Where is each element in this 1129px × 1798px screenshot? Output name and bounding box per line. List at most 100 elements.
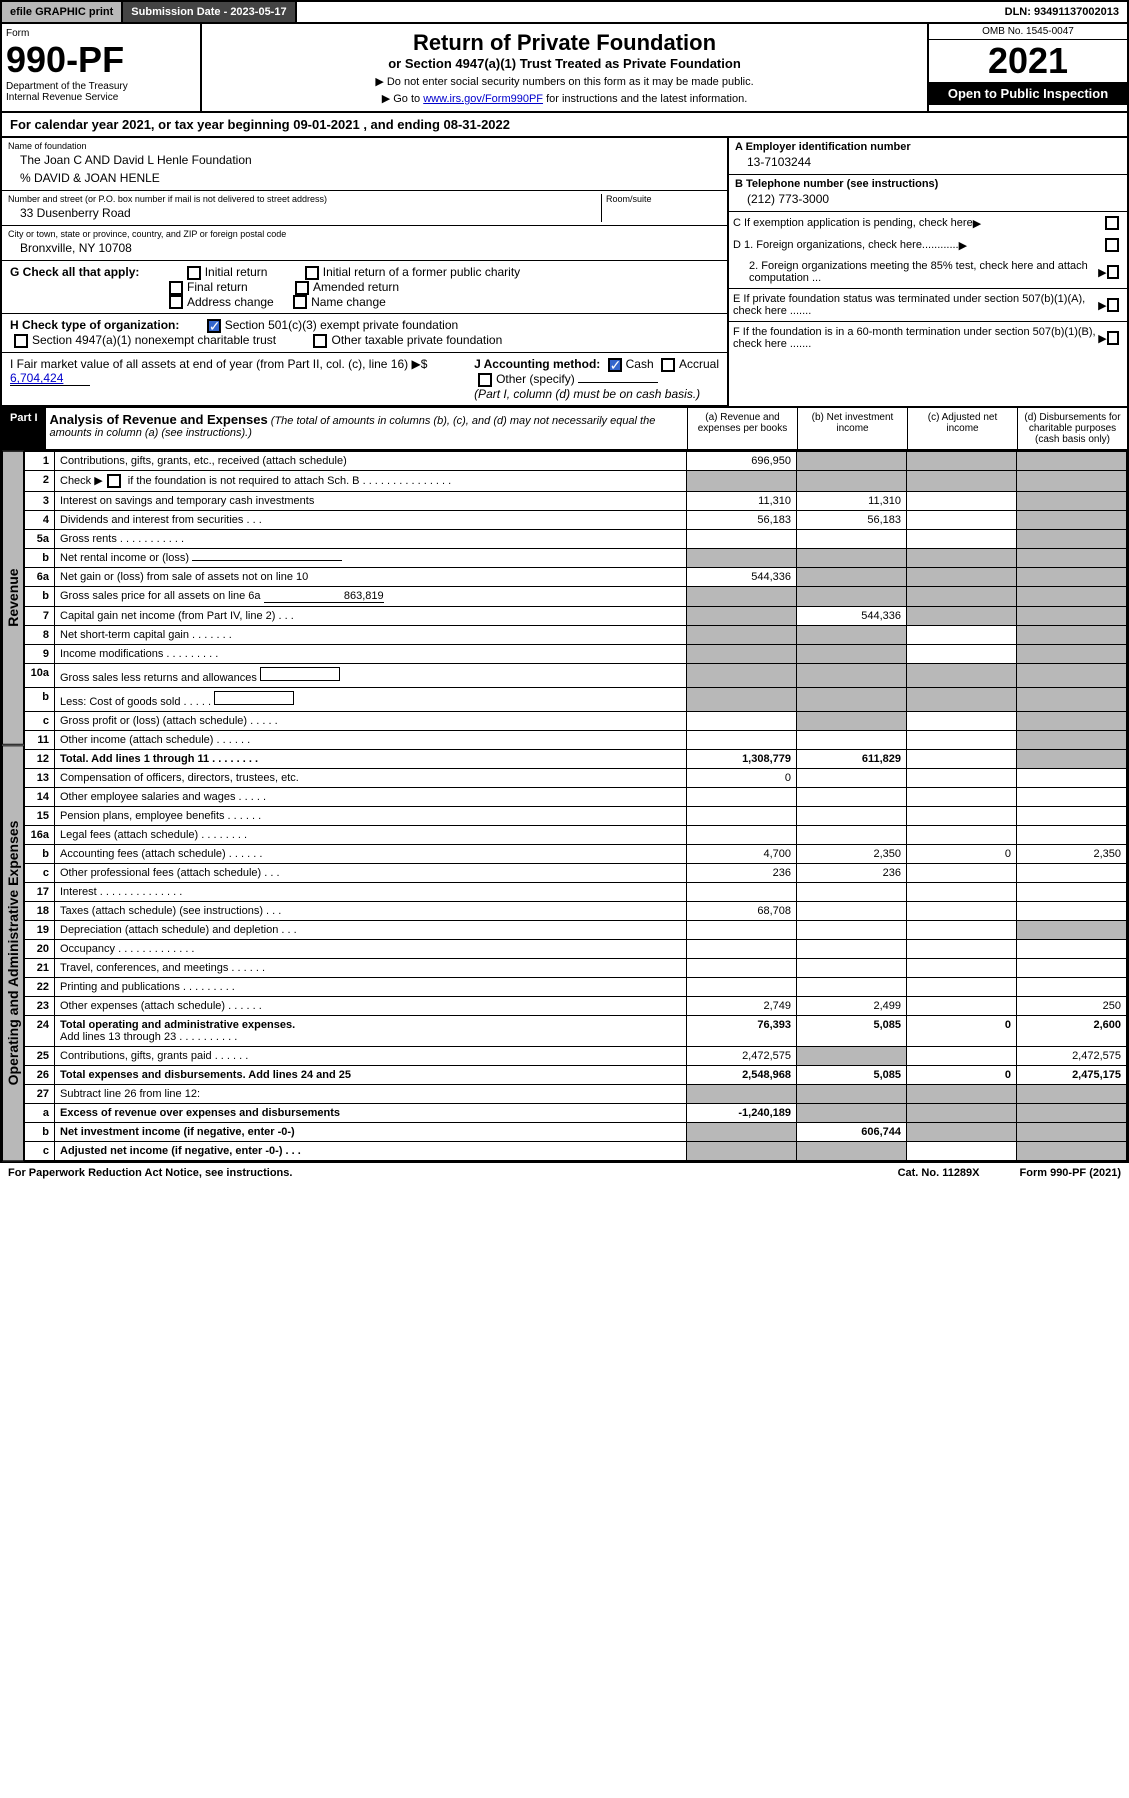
revenue-label: Revenue [2,451,24,745]
col-c-head: (c) Adjusted net income [907,408,1017,449]
part1-header: Part I Analysis of Revenue and Expenses … [0,406,1129,451]
checkbox-d1[interactable] [1105,238,1119,252]
footer-right: Form 990-PF (2021) [1020,1167,1121,1179]
checkbox-4947[interactable] [14,334,28,348]
care-of: % DAVID & JOAN HENLE [8,169,721,187]
form-title: Return of Private Foundation [208,30,921,56]
form-header: Form 990-PF Department of the Treasury I… [0,24,1129,113]
ij-section: I Fair market value of all assets at end… [2,353,727,406]
irs-link[interactable]: www.irs.gov/Form990PF [423,93,543,105]
dln: DLN: 93491137002013 [997,2,1127,22]
room-label: Room/suite [606,194,721,204]
table-row: 12Total. Add lines 1 through 11 . . . . … [25,749,1127,768]
checkbox-c[interactable] [1105,216,1119,230]
table-row: 1Contributions, gifts, grants, etc., rec… [25,451,1127,470]
table-row: 7Capital gain net income (from Part IV, … [25,606,1127,625]
name-label: Name of foundation [8,141,721,151]
table-row: 8Net short-term capital gain . . . . . .… [25,625,1127,644]
table-row: 19Depreciation (attach schedule) and dep… [25,920,1127,939]
submission-date: Submission Date - 2023-05-17 [123,2,296,22]
expenses-label: Operating and Administrative Expenses [2,745,24,1161]
table-row: 4Dividends and interest from securities … [25,510,1127,529]
checkbox-initial[interactable] [187,266,201,280]
table-row: 14Other employee salaries and wages . . … [25,787,1127,806]
table-row: 5aGross rents . . . . . . . . . . . [25,529,1127,548]
table-row: 10aGross sales less returns and allowanc… [25,663,1127,687]
table-row: bLess: Cost of goods sold . . . . . [25,687,1127,711]
data-table: 1Contributions, gifts, grants, etc., rec… [24,451,1127,1161]
table-row: 2Check ▶ if the foundation is not requir… [25,470,1127,491]
address: 33 Dusenberry Road [8,204,601,222]
table-row: bNet investment income (if negative, ent… [25,1122,1127,1141]
table-row: 3Interest on savings and temporary cash … [25,491,1127,510]
footer-left: For Paperwork Reduction Act Notice, see … [8,1167,292,1179]
part1-label: Part I [2,408,46,449]
table-row: cOther professional fees (attach schedul… [25,863,1127,882]
checkbox-amended[interactable] [295,281,309,295]
form-number: 990-PF [6,39,196,81]
table-row: 21Travel, conferences, and meetings . . … [25,958,1127,977]
phone-label: B Telephone number (see instructions) [735,178,1121,190]
footer-mid: Cat. No. 11289X [898,1167,980,1179]
table-row: bNet rental income or (loss) [25,548,1127,567]
form-label: Form [6,28,196,39]
table-row: 26Total expenses and disbursements. Add … [25,1065,1127,1084]
irs: Internal Revenue Service [6,92,196,103]
efile-label[interactable]: efile GRAPHIC print [2,2,123,22]
table-row: 13Compensation of officers, directors, t… [25,768,1127,787]
table-row: 15Pension plans, employee benefits . . .… [25,806,1127,825]
table-row: 22Printing and publications . . . . . . … [25,977,1127,996]
fmv-value[interactable]: 6,704,424 [10,371,90,386]
e-check: E If private foundation status was termi… [729,288,1127,321]
note-ssn: ▶ Do not enter social security numbers o… [208,75,921,88]
g-section: G Check all that apply: Initial return I… [2,261,727,314]
city: Bronxville, NY 10708 [8,239,721,257]
calendar-year: For calendar year 2021, or tax year begi… [0,113,1129,138]
checkbox-other-tax[interactable] [313,334,327,348]
info-section: Name of foundation The Joan C AND David … [0,138,1129,406]
omb: OMB No. 1545-0047 [929,24,1127,40]
c-check: C If exemption application is pending, c… [729,212,1127,234]
part1-title: Analysis of Revenue and Expenses [50,412,268,427]
open-public: Open to Public Inspection [929,82,1127,105]
f-check: F If the foundation is in a 60-month ter… [729,321,1127,354]
ein: 13-7103244 [735,153,1121,171]
table-row: 17Interest . . . . . . . . . . . . . . [25,882,1127,901]
tax-year: 2021 [929,40,1127,82]
table-row: cGross profit or (loss) (attach schedule… [25,711,1127,730]
checkbox-e[interactable] [1107,298,1119,312]
dept: Department of the Treasury [6,81,196,92]
table-row: cAdjusted net income (if negative, enter… [25,1141,1127,1160]
table-row: 23Other expenses (attach schedule) . . .… [25,996,1127,1015]
checkbox-namechange[interactable] [293,295,307,309]
checkbox-f[interactable] [1107,331,1119,345]
phone: (212) 773-3000 [735,190,1121,208]
checkbox-other-acct[interactable] [478,373,492,387]
foundation-name: The Joan C AND David L Henle Foundation [8,151,721,169]
checkbox-schb[interactable] [107,474,121,488]
table-row: 27Subtract line 26 from line 12: [25,1084,1127,1103]
table-row: 18Taxes (attach schedule) (see instructi… [25,901,1127,920]
table-row: 24Total operating and administrative exp… [25,1015,1127,1046]
checkbox-d2[interactable] [1107,265,1119,279]
top-bar: efile GRAPHIC print Submission Date - 20… [0,0,1129,24]
ein-label: A Employer identification number [735,141,1121,153]
d2-check: 2. Foreign organizations meeting the 85%… [729,256,1127,288]
checkbox-final[interactable] [169,281,183,295]
checkbox-501c3[interactable] [207,319,221,333]
footer: For Paperwork Reduction Act Notice, see … [0,1163,1129,1183]
d1-check: D 1. Foreign organizations, check here..… [729,234,1127,256]
checkbox-initial-former[interactable] [305,266,319,280]
table-row: 16aLegal fees (attach schedule) . . . . … [25,825,1127,844]
checkbox-address[interactable] [169,295,183,309]
table-row: 20Occupancy . . . . . . . . . . . . . [25,939,1127,958]
col-a-head: (a) Revenue and expenses per books [687,408,797,449]
table-row: 11Other income (attach schedule) . . . .… [25,730,1127,749]
table-row: aExcess of revenue over expenses and dis… [25,1103,1127,1122]
table-row: bGross sales price for all assets on lin… [25,586,1127,606]
city-label: City or town, state or province, country… [8,229,721,239]
checkbox-accrual[interactable] [661,358,675,372]
h-section: H Check type of organization: Section 50… [2,314,727,353]
form-subtitle: or Section 4947(a)(1) Trust Treated as P… [208,56,921,71]
checkbox-cash[interactable] [608,358,622,372]
